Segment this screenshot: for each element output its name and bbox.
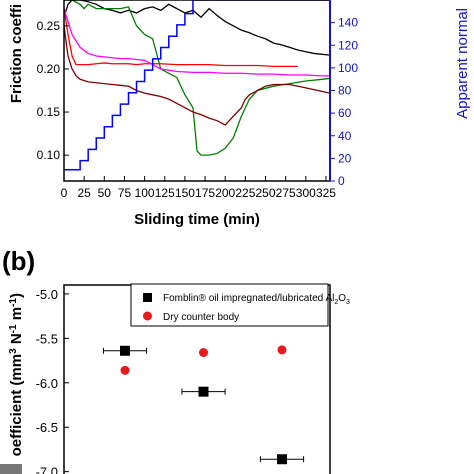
legend-box — [130, 283, 329, 327]
legend-circle-marker — [143, 311, 152, 321]
panel-a-plot-frame — [63, 0, 331, 182]
panel-a-x-axis-label: Sliding time (min) — [134, 211, 260, 228]
panel-a-chart: 0 25 50 75 100 125 150 175 200 225 250 275 300 325 0.… — [8, 0, 471, 228]
panel-a-y-ticks-right: 0 20 40 60 80 100 120 140 — [330, 16, 358, 188]
x-tick-label: 300 — [296, 186, 316, 200]
fomblin-point — [277, 454, 287, 465]
series-line-2 — [63, 8, 298, 68]
panel-a-y-ticks-left: 0.10 0.15 0.20 0.25 — [37, 19, 69, 162]
panel-b-y-axis-label: oefficient (mm3 N-1 m-1) — [8, 293, 25, 456]
series-line-4 — [63, 8, 330, 77]
x-tick-label: 0 — [61, 186, 68, 200]
x-tick-label: 125 — [155, 186, 175, 200]
panel-b-chart: (b) -5.0 -5.5 -6.0 -6.5 -7.0 oefficient (mm3… — [0, 246, 350, 474]
series-line-5 — [63, 25, 331, 126]
y-tick-label: 0.20 — [37, 62, 61, 76]
right-tick-label: 20 — [338, 151, 352, 165]
right-tick-label: 80 — [338, 84, 352, 98]
panel-a-y-axis-label-left: Friction coeffi — [8, 4, 25, 103]
x-tick-label: 275 — [276, 186, 296, 200]
x-tick-label: 250 — [255, 186, 275, 200]
b-y-tick-label: -5.5 — [36, 331, 58, 346]
panel-b-y-ticks: -5.0 -5.5 -6.0 -6.5 -7.0 — [36, 287, 69, 474]
fomblin-point — [120, 345, 130, 356]
right-tick-label: 0 — [338, 174, 345, 188]
y-tick-label: 0.15 — [37, 105, 61, 119]
series-line-3 — [64, 0, 331, 156]
b-y-tick-label: -5.0 — [36, 287, 58, 302]
x-tick-label: 225 — [235, 186, 255, 200]
panel-b-legend: Fomblin® oil impregnated/lubricated Al2O… — [130, 283, 350, 327]
right-tick-label: 100 — [338, 61, 358, 75]
legend-entry-dry: Dry counter body — [163, 312, 239, 323]
x-tick-label: 200 — [215, 186, 235, 200]
fomblin-point — [198, 386, 209, 397]
x-tick-label: 50 — [98, 186, 112, 200]
dry-counter-point — [199, 348, 208, 358]
x-tick-label: 325 — [316, 186, 336, 200]
panel-a-series-group — [63, 0, 331, 171]
panel-b-grey-left — [0, 464, 22, 474]
y-tick-label: 0.25 — [37, 19, 61, 33]
x-tick-label: 150 — [175, 186, 195, 200]
panel-a-x-ticks: 0 25 50 75 100 125 150 175 200 225 250 275 300 325 — [61, 176, 336, 200]
dry-counter-point — [120, 365, 130, 375]
right-tick-label: 40 — [338, 129, 352, 143]
b-y-tick-label: -6.0 — [36, 376, 58, 391]
right-tick-label: 120 — [338, 38, 358, 52]
x-tick-label: 175 — [195, 186, 215, 200]
x-tick-label: 100 — [135, 186, 155, 200]
right-tick-label: 60 — [338, 106, 352, 120]
series-line-6 — [64, 0, 330, 171]
panel-a-y-axis-label-right: Apparent normal — [454, 8, 471, 119]
x-tick-label: 75 — [118, 186, 132, 200]
panel-b-label: (b) — [2, 246, 35, 276]
y-tick-label: 0.10 — [37, 148, 61, 162]
x-tick-label: 25 — [77, 186, 91, 200]
b-y-tick-label: -7.0 — [36, 465, 58, 474]
panel-b-points — [102, 345, 305, 465]
b-y-tick-label: -6.5 — [36, 420, 58, 435]
legend-square-marker — [143, 293, 152, 302]
right-tick-label: 140 — [338, 16, 358, 30]
dry-counter-point — [277, 345, 287, 355]
legend-entry-fomblin: Fomblin® oil impregnated/lubricated Al2O… — [163, 293, 350, 306]
